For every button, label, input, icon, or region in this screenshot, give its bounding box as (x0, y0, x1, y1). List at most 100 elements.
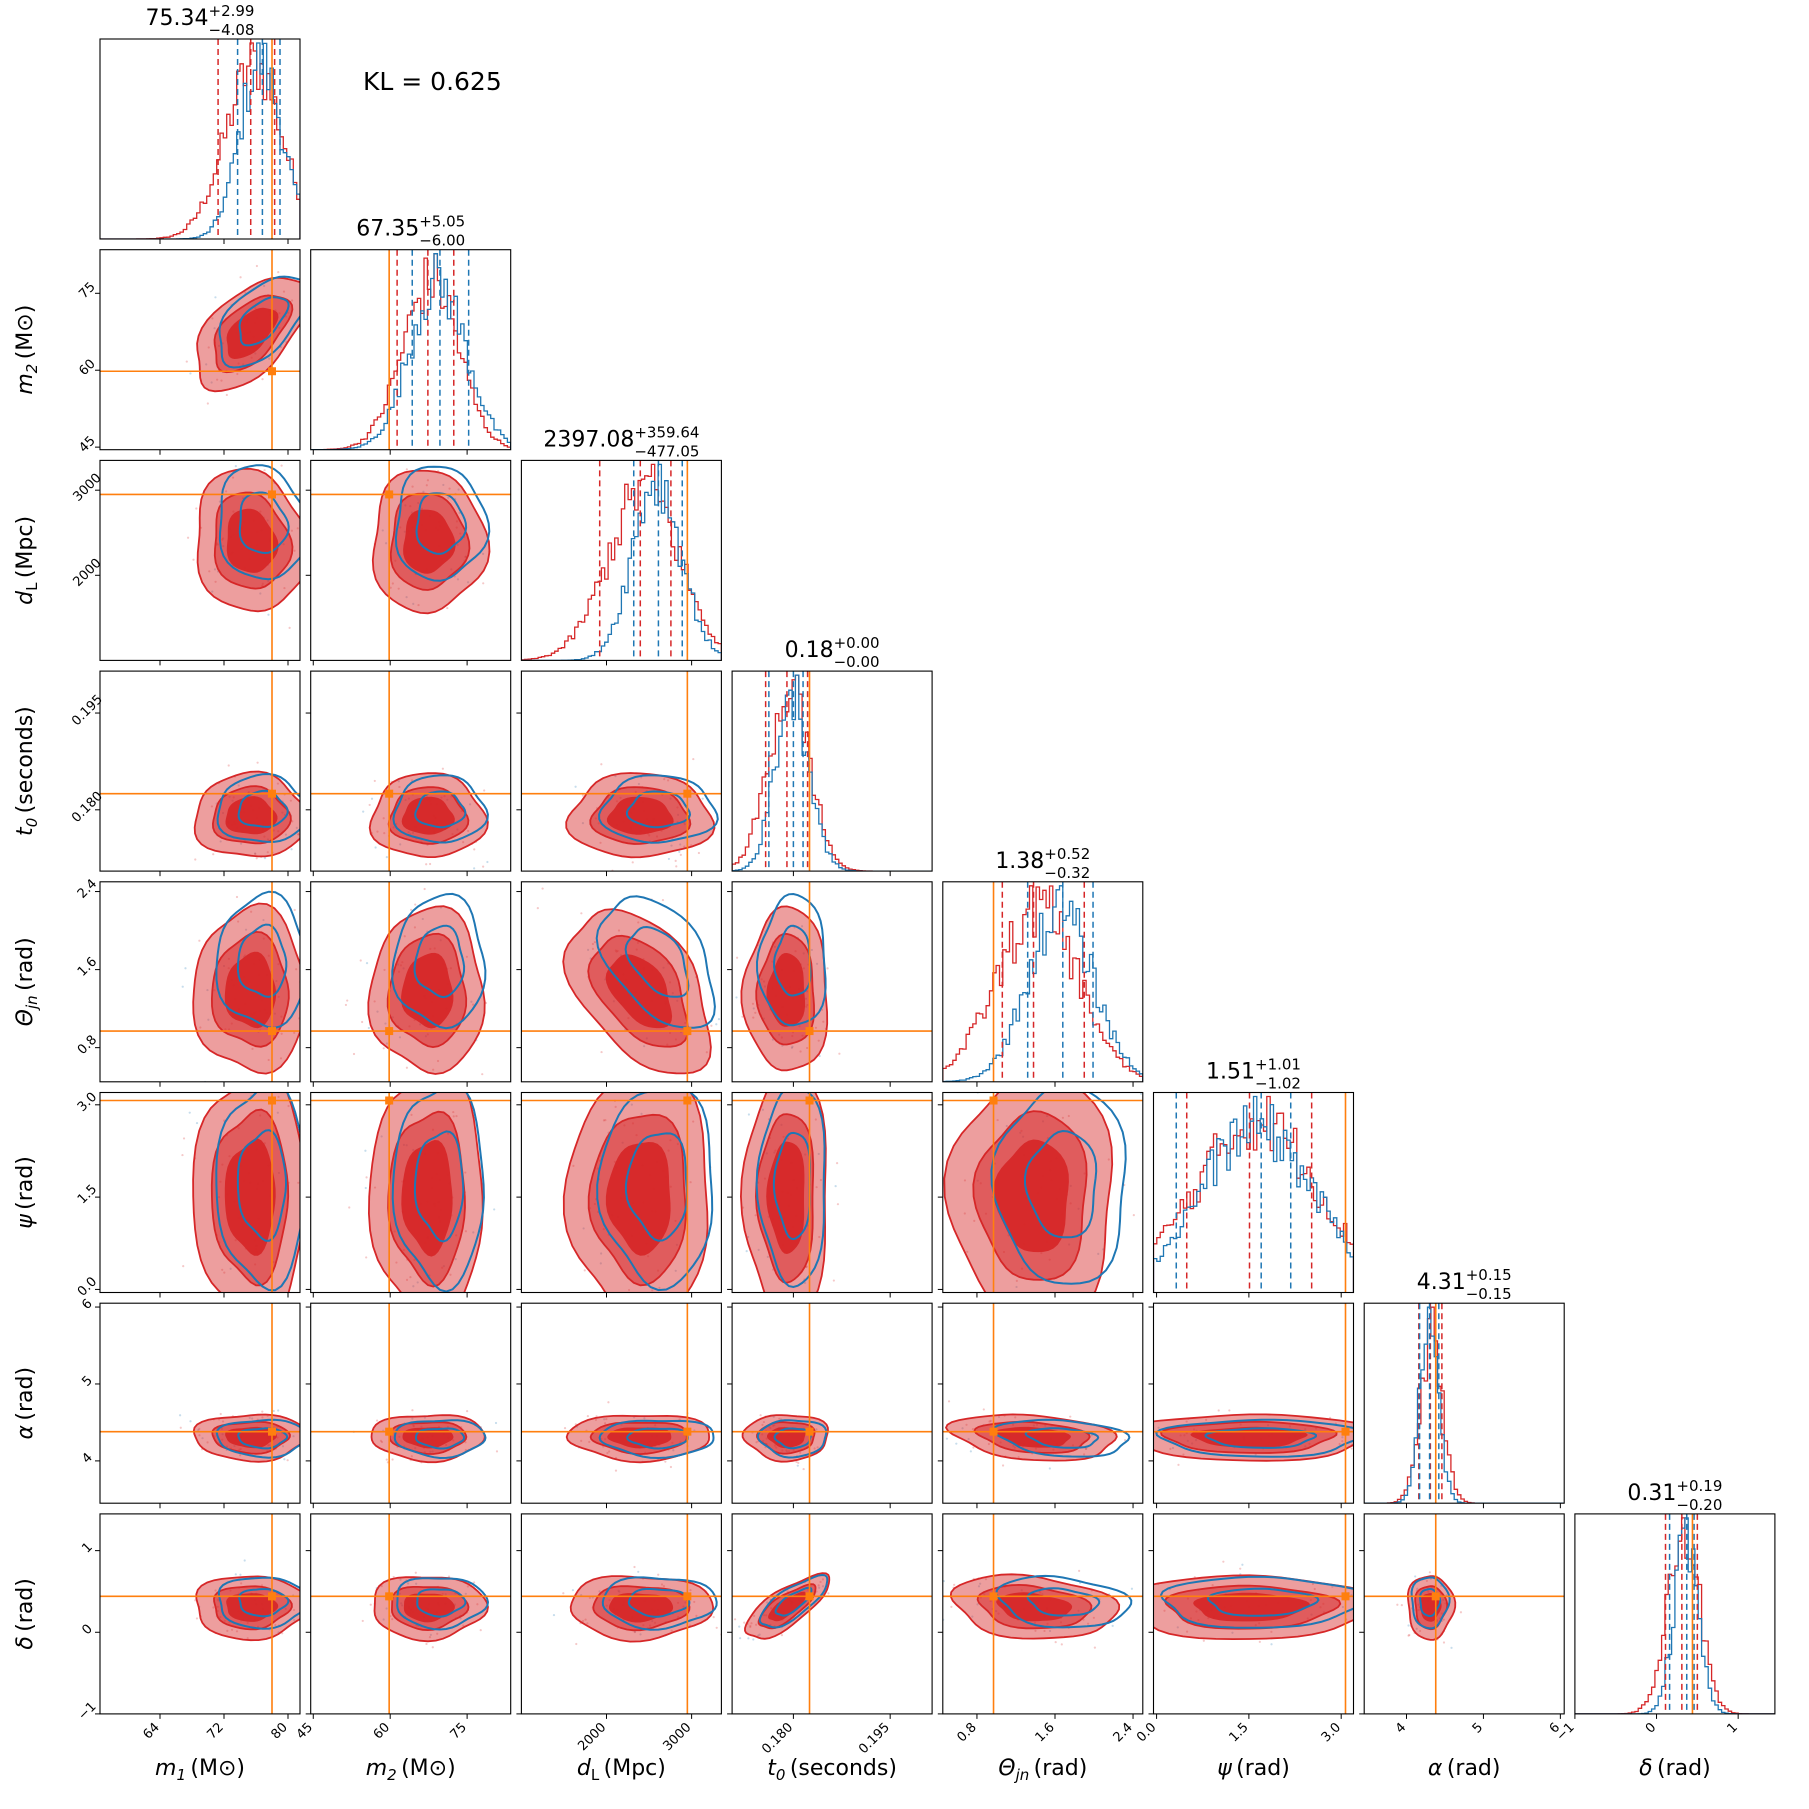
sample-point (1139, 1092, 1143, 1095)
sample-point (733, 1618, 737, 1621)
sample-point (803, 1281, 807, 1284)
sample-point (380, 1440, 384, 1444)
sample-point (1211, 1584, 1214, 1587)
sample-point (755, 1441, 758, 1444)
sample-point (1061, 1116, 1064, 1119)
sample-point (754, 1011, 757, 1014)
axis-label-subscript: jn (1014, 1766, 1030, 1784)
sample-point (1085, 1447, 1088, 1450)
sample-point (201, 1437, 204, 1440)
sample-point (225, 490, 228, 493)
sample-point (189, 372, 192, 375)
sample-point (237, 784, 240, 787)
truth-marker (1341, 1427, 1350, 1436)
sample-point (633, 1565, 636, 1569)
truth-marker (683, 1096, 692, 1105)
sample-point (375, 1419, 379, 1422)
sample-point (295, 968, 298, 971)
sample-point (212, 853, 215, 856)
sample-point (757, 1248, 760, 1251)
sample-point (462, 841, 465, 844)
sample-point (588, 1440, 591, 1444)
sample-point (422, 1088, 424, 1090)
red-contour-core (225, 796, 278, 835)
sample-point (759, 1414, 762, 1417)
sample-point (967, 1437, 970, 1441)
sample-point (762, 1420, 766, 1424)
blue-contour-inner (773, 924, 812, 997)
panel-frame-delta-t0 (731, 1513, 933, 1715)
sample-point (1414, 1575, 1417, 1578)
contour-group-delta-thjn (942, 1513, 1143, 1714)
panel-frame-t0-t0 (731, 670, 933, 872)
blue-contour-outer (394, 465, 491, 582)
sample-point (738, 1625, 741, 1628)
sample-point (243, 1559, 246, 1562)
axis-label-symbol: ψ (13, 1214, 38, 1229)
contour-group-dl-m2 (310, 460, 511, 661)
axis-label-symbol: d (13, 590, 38, 605)
sample-point (389, 586, 392, 589)
sample-point (588, 1596, 591, 1599)
sample-point (199, 1026, 202, 1029)
sample-point (414, 1571, 417, 1574)
sample-point (326, 844, 328, 846)
sample-point (602, 1119, 606, 1122)
sample-point (661, 898, 665, 902)
sample-point (235, 1630, 239, 1633)
sample-point (314, 1461, 316, 1463)
title-minus-dl: −477.05 (634, 442, 699, 460)
truth-marker (989, 1096, 998, 1105)
sample-point (1408, 1633, 1411, 1637)
sample-point (251, 1417, 254, 1420)
sample-point (786, 1590, 789, 1593)
sample-point (283, 586, 286, 590)
sample-point (1425, 1579, 1429, 1583)
axis-label-unit: (M⊙) (401, 1756, 456, 1781)
sample-point (385, 1458, 388, 1461)
sample-point (818, 1235, 821, 1239)
sample-point (464, 1171, 467, 1174)
sample-point (1048, 1467, 1051, 1470)
sample-point (214, 1589, 217, 1592)
sample-point (664, 1460, 667, 1463)
truth-marker (683, 1592, 692, 1601)
sample-point (695, 1614, 698, 1617)
sample-point (672, 1449, 675, 1452)
contour-group-psi-t0 (732, 1092, 933, 1293)
sample-point (425, 484, 428, 487)
sample-point (1025, 1306, 1027, 1308)
hist-blue-t0 (732, 674, 933, 872)
blue-contour-inner (1204, 1427, 1318, 1449)
blue-contour-outer (755, 892, 827, 1027)
sample-point (751, 1002, 755, 1005)
blue-contour-inner (238, 1588, 290, 1618)
panel-frame-delta-delta (1574, 1513, 1776, 1715)
sample-point (284, 833, 288, 836)
sample-point (928, 1420, 930, 1422)
sample-point (456, 578, 460, 581)
sample-point (814, 1026, 818, 1029)
sample-point (604, 1118, 607, 1122)
x-axis-label-dl: dL (Mpc) (577, 1756, 666, 1784)
sample-point (1119, 1593, 1121, 1595)
sample-point (572, 1164, 575, 1167)
sample-point (455, 1114, 458, 1118)
sample-point (206, 988, 209, 992)
sample-point (297, 872, 299, 874)
hist-blue-thjn (942, 885, 1143, 1082)
sample-point (219, 1412, 222, 1416)
sample-point (1048, 1629, 1052, 1633)
sample-point (404, 1306, 406, 1308)
sample-point (391, 1618, 394, 1621)
sample-point (815, 962, 819, 965)
sample-point (256, 1083, 258, 1085)
y-tick-label: 3000 (71, 471, 105, 505)
sample-point (373, 779, 376, 783)
sample-point (817, 1152, 820, 1156)
sample-point (379, 1439, 383, 1442)
sample-point (581, 1619, 585, 1623)
sample-point (221, 1420, 225, 1423)
blue-contour-outer (1159, 1575, 1354, 1629)
sample-point (225, 393, 228, 397)
